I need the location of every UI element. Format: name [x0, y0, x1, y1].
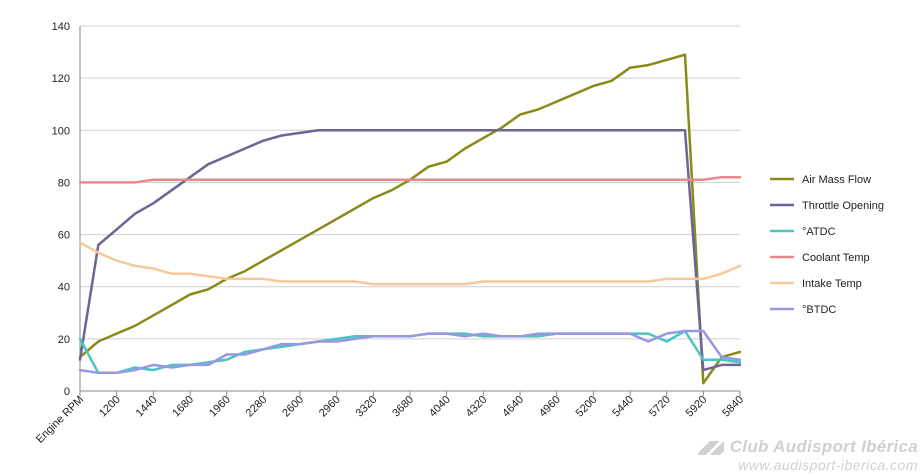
x-axis: Engine RPM 1200 1440 1680 1960 2280 2600 2960 33… [34, 391, 746, 446]
x-tick-label: 1440 [134, 394, 160, 420]
x-tick-label: 4960 [537, 394, 563, 420]
y-tick-label: 100 [52, 125, 70, 137]
x-tick-label: 1200 [97, 394, 123, 420]
y-axis: 0 20 40 60 80 100 120 140 [52, 21, 70, 398]
y-tick-label: 40 [58, 282, 70, 294]
legend-label: Throttle Opening [802, 200, 884, 212]
x-tick-label: 3320 [354, 394, 380, 420]
x-tick-label: 3680 [390, 394, 416, 420]
x-tick-label: 5200 [574, 394, 600, 420]
x-tick-label: 4320 [464, 394, 490, 420]
x-tick-label: 1680 [170, 394, 196, 420]
y-tick-label: 0 [64, 386, 70, 398]
legend-label: Air Mass Flow [802, 174, 871, 186]
watermark-title: Club Audisport Ibérica [697, 437, 918, 457]
x-tick-label: 4040 [427, 394, 453, 420]
y-tick-label: 80 [58, 177, 70, 189]
legend-label: Intake Temp [802, 278, 862, 290]
series-line [78, 329, 742, 375]
x-tick-label: 5440 [610, 394, 636, 420]
legend-label: Coolant Temp [802, 252, 870, 264]
series-line [78, 129, 742, 372]
legend-label: °ATDC [802, 226, 836, 238]
series-lines [78, 53, 742, 385]
x-tick-label: 5840 [720, 394, 746, 420]
watermark-title-text: Club Audisport Ibérica [729, 437, 918, 456]
y-tick-label: 120 [52, 73, 70, 85]
x-tick-label: 2600 [280, 394, 306, 420]
x-tick-label: 2280 [244, 394, 270, 420]
x-tick-label: 2960 [317, 394, 343, 420]
club-logo-icon [697, 440, 724, 455]
y-tick-label: 140 [52, 21, 70, 33]
legend: Air Mass Flow Throttle Opening °ATDC Coolan… [770, 174, 884, 316]
watermark-url: www.audisport-iberica.com [738, 457, 918, 473]
x-tick-label: 5920 [684, 394, 710, 420]
x-tick-label: 4640 [500, 394, 526, 420]
watermark: Club Audisport Ibérica www.audisport-ibe… [697, 437, 918, 473]
y-tick-label: 20 [58, 334, 70, 346]
x-tick-label: 5720 [647, 394, 673, 420]
y-tick-label: 60 [58, 230, 70, 242]
legend-label: °BTDC [802, 304, 836, 316]
series-line [78, 241, 742, 286]
series-line [78, 175, 742, 184]
x-tick-label: 1960 [207, 394, 233, 420]
x-tick-label: Engine RPM [34, 394, 86, 446]
